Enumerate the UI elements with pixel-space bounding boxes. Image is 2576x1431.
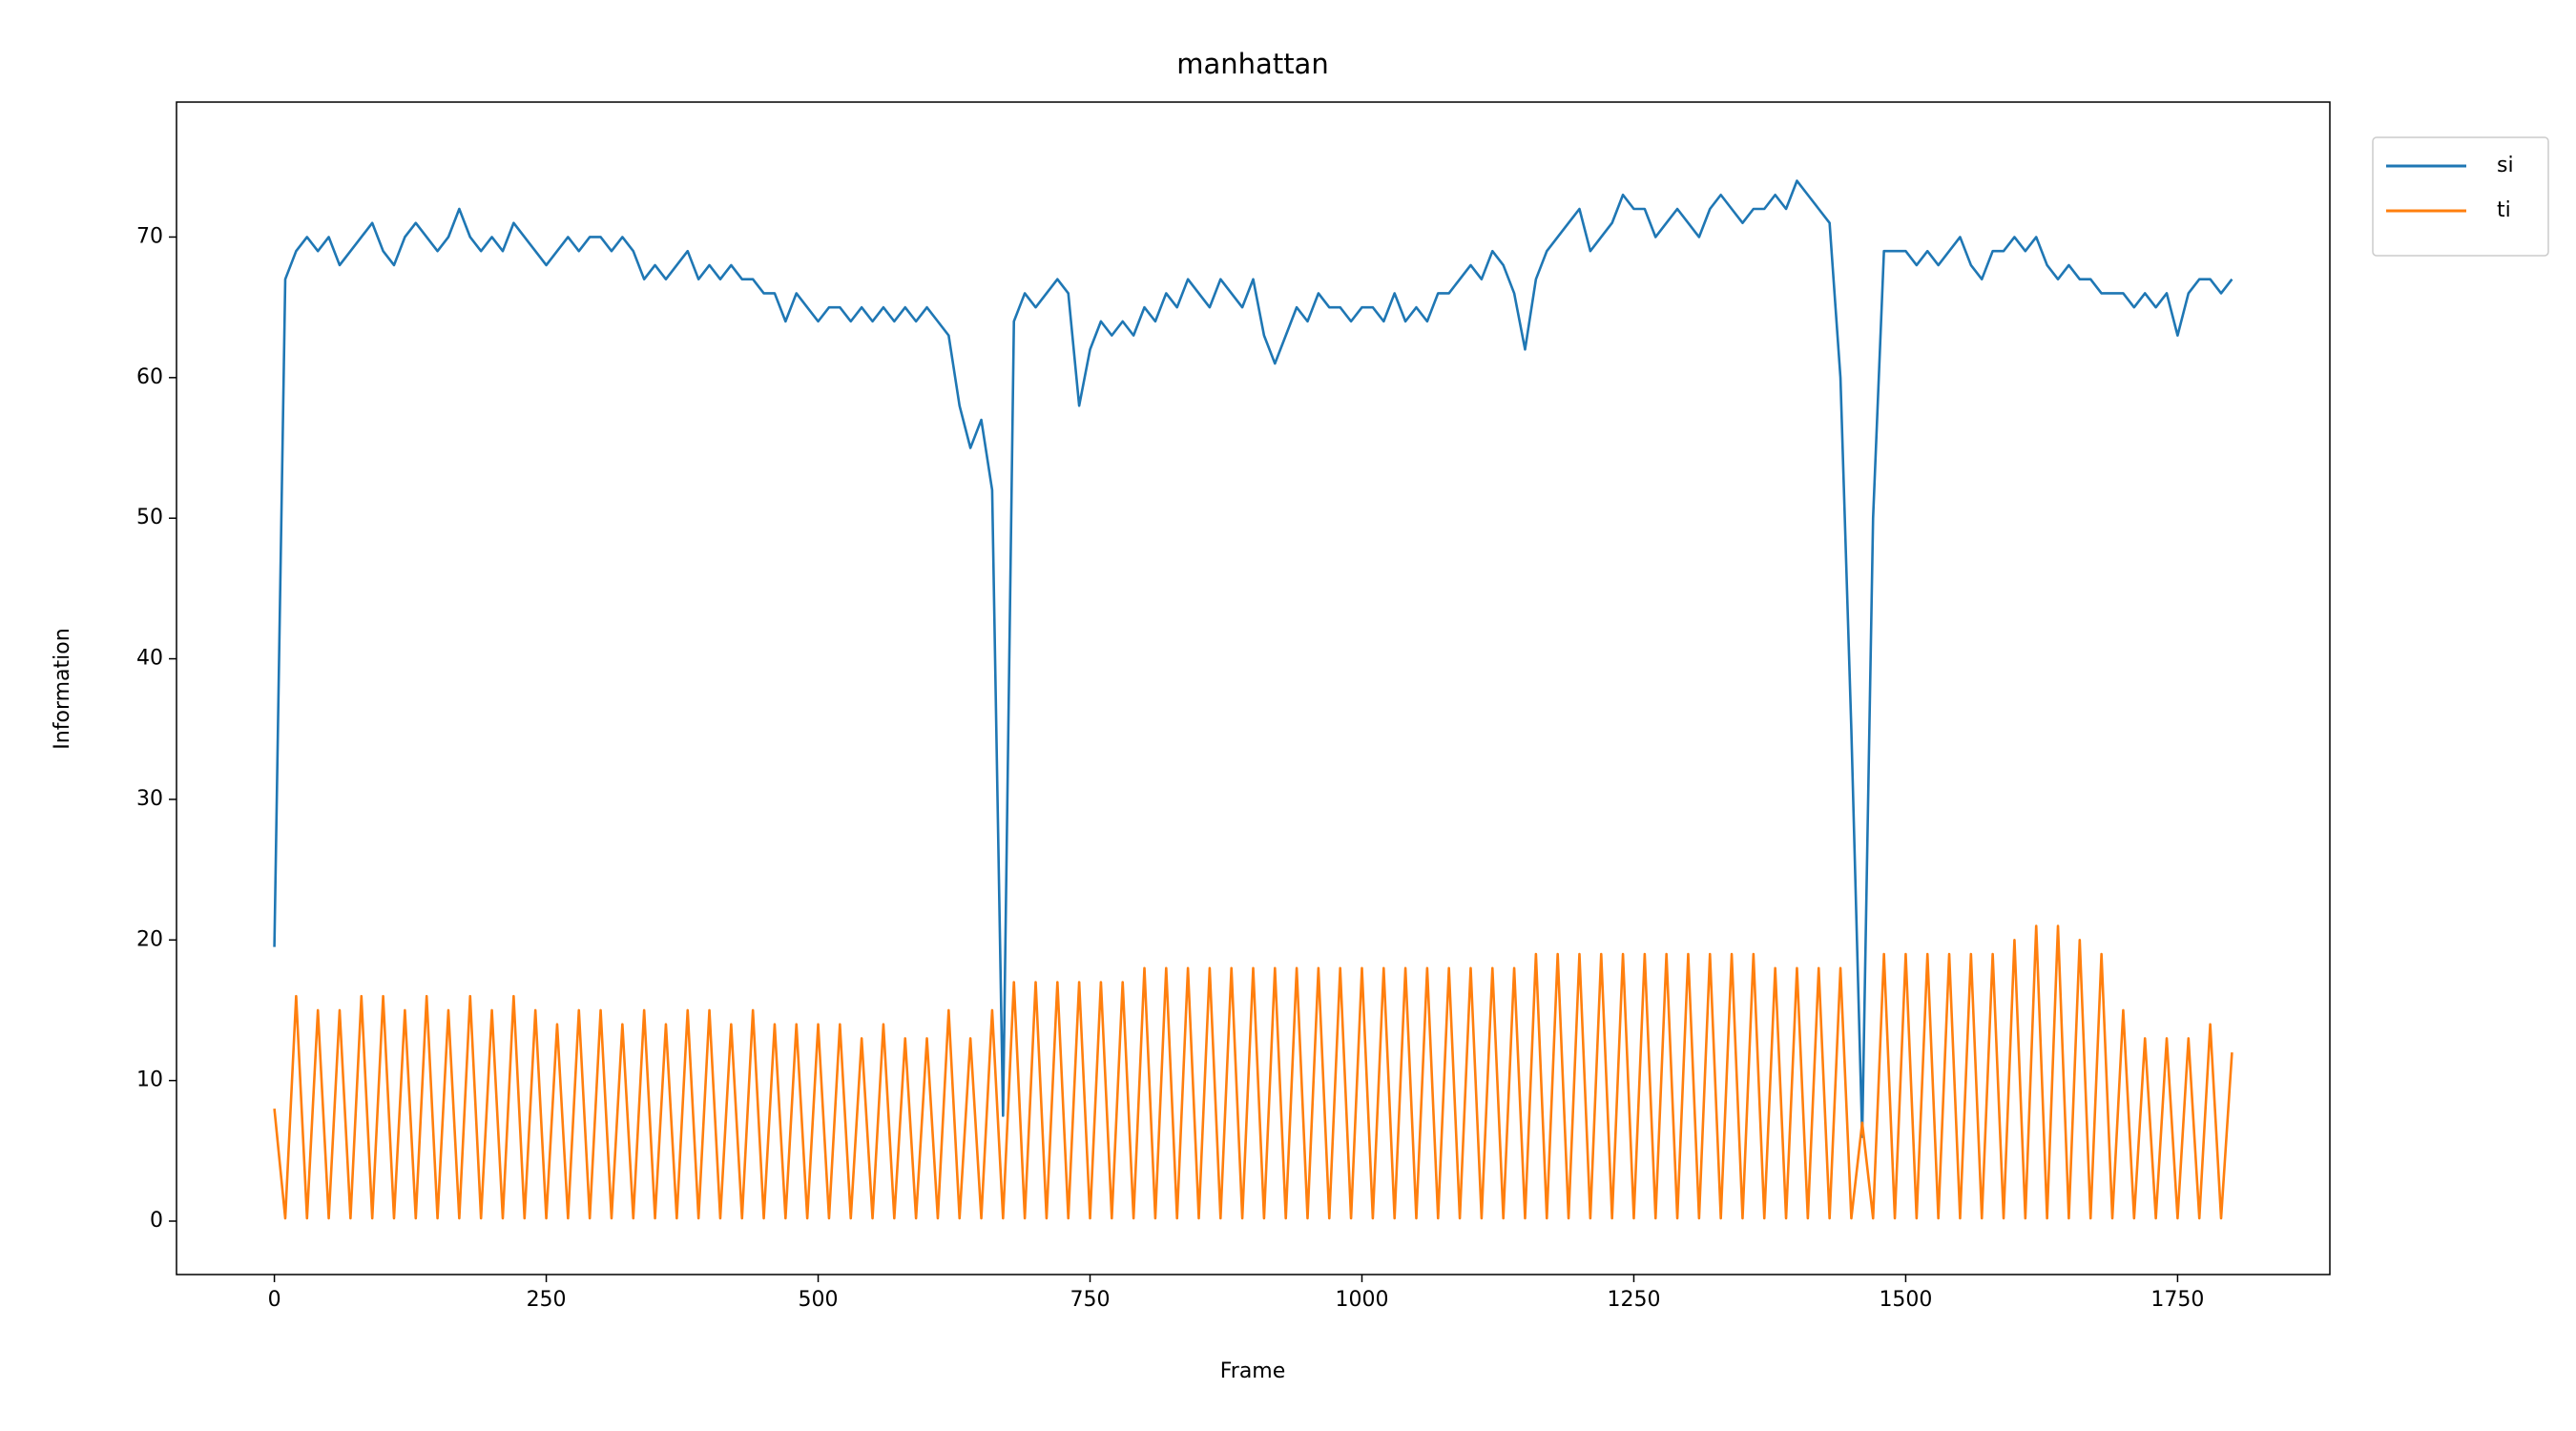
x-tick-label: 1250: [1607, 1288, 1660, 1312]
x-tick-label: 1750: [2150, 1288, 2204, 1312]
y-tick-label: 30: [136, 787, 163, 811]
y-axis-label: Information: [51, 628, 74, 749]
y-tick-label: 20: [136, 927, 163, 951]
legend-box: [2372, 136, 2549, 257]
y-tick-label: 0: [150, 1209, 163, 1233]
chart-title: manhattan: [1176, 48, 1328, 80]
x-axis-label: Frame: [1220, 1359, 1286, 1383]
y-tick-label: 50: [136, 506, 163, 529]
x-tick-label: 1500: [1879, 1288, 1932, 1312]
y-tick-label: 40: [136, 647, 163, 671]
x-tick-label: 500: [799, 1288, 839, 1312]
x-tick-label: 0: [268, 1288, 281, 1312]
x-tick-label: 250: [527, 1288, 567, 1312]
data-line: [273, 924, 2233, 1220]
y-tick-label: 10: [136, 1068, 163, 1092]
plot-frame: [176, 101, 2331, 1275]
data-line: [273, 179, 2233, 1138]
legend-label: si: [2497, 154, 2514, 177]
y-tick-label: 60: [136, 365, 163, 389]
legend-label: ti: [2497, 198, 2511, 222]
x-tick-label: 1000: [1335, 1288, 1388, 1312]
x-tick-label: 750: [1070, 1288, 1111, 1312]
y-tick-label: 70: [136, 224, 163, 248]
